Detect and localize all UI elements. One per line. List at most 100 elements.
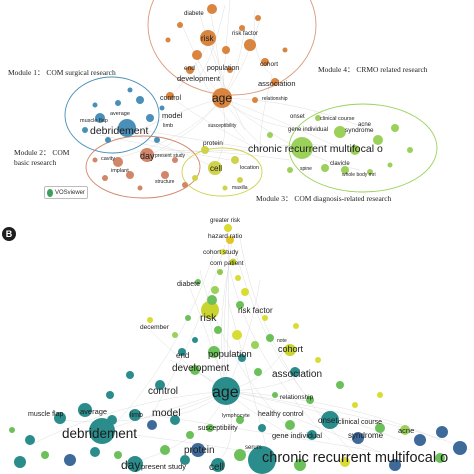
term-risk: risk — [201, 34, 214, 43]
node — [185, 315, 191, 321]
module-4-label: Module 4： CRMO related research — [318, 65, 428, 74]
node-chronic — [291, 137, 313, 159]
term-b-hazard-ratio: hazard ratio — [208, 233, 243, 240]
term-association: association — [258, 79, 296, 88]
node — [236, 416, 244, 424]
node-day-b — [127, 456, 143, 472]
node — [114, 451, 122, 459]
term-clavicle: clavicle — [330, 161, 350, 167]
term-b-cohort-study: cohort study — [203, 249, 239, 256]
node — [161, 171, 169, 179]
term-b-note: note — [277, 338, 287, 344]
node — [231, 156, 239, 164]
node — [373, 135, 383, 145]
term-cavity: cavity — [101, 156, 115, 162]
node — [352, 402, 358, 408]
module-1-outline — [64, 76, 160, 154]
term-model: model — [162, 111, 183, 120]
term-b-risk: risk — [200, 312, 217, 324]
term-b-healthy-control: healthy control — [258, 411, 304, 418]
node — [389, 459, 401, 471]
node — [155, 380, 165, 390]
node — [159, 105, 165, 111]
term-muscle-flap: muscle flap — [80, 118, 108, 124]
term-protein: protein — [203, 140, 223, 147]
node — [226, 236, 234, 244]
node — [234, 449, 246, 461]
term-b-cell: cell — [209, 462, 224, 473]
term-diabete: diabete — [184, 11, 204, 17]
term-relationship: relationship — [262, 96, 288, 102]
node — [340, 457, 350, 467]
node — [367, 169, 373, 175]
node — [192, 337, 198, 343]
node — [208, 346, 220, 358]
node — [307, 430, 317, 440]
panel-a-labels: diabete risk risk factor end population … — [80, 11, 383, 191]
module-1-label: Module 1： COM surgical research — [8, 68, 116, 77]
term-present-study: present study — [155, 153, 186, 159]
node — [377, 392, 383, 398]
term-b-acne: acne — [398, 426, 414, 435]
module-4-outline — [147, 0, 317, 96]
node — [207, 4, 217, 14]
node — [95, 113, 105, 123]
node — [214, 326, 222, 334]
term-b-population: population — [208, 349, 252, 360]
node — [255, 15, 261, 21]
term-b-susceptibility: susceptibility — [198, 425, 238, 432]
term-b-debridement: debridement — [62, 426, 137, 441]
term-population: population — [207, 65, 239, 72]
term-age: age — [212, 91, 232, 105]
node — [258, 424, 266, 432]
node — [321, 164, 329, 172]
node — [178, 348, 186, 356]
term-b-development: development — [172, 363, 229, 374]
node-protein-b — [191, 443, 205, 457]
module-crmo-outline — [288, 103, 438, 193]
node — [90, 447, 100, 457]
term-syndrome: syndrome — [345, 127, 374, 134]
term-b-diabete: diabete — [177, 281, 200, 288]
term-b-risk-factor: risk factor — [238, 306, 273, 315]
node — [254, 368, 262, 376]
node — [78, 403, 92, 417]
node — [64, 454, 76, 466]
module-3-outline — [181, 147, 263, 197]
module-3-label: Module 3： COM diagnosis-related research — [256, 194, 392, 203]
term-spine: spine — [300, 166, 312, 172]
node — [206, 424, 214, 432]
term-whole-body-mri: whole body mri — [342, 172, 376, 178]
node — [136, 96, 144, 104]
panel-b-edges — [29, 229, 471, 463]
node-cell — [208, 161, 222, 175]
node — [238, 354, 246, 362]
term-b-control: control — [148, 386, 178, 397]
term-gene-individual: gene individual — [288, 127, 328, 133]
term-susceptibility: susceptibility — [208, 123, 237, 129]
node — [224, 224, 232, 232]
term-average: average — [110, 111, 130, 117]
node — [294, 459, 306, 471]
node — [217, 269, 223, 275]
node-age — [212, 88, 232, 108]
term-b-onset: onset — [318, 416, 338, 425]
node-age-b — [212, 377, 240, 405]
node — [41, 451, 49, 459]
node — [414, 434, 426, 446]
node — [102, 175, 108, 181]
node — [177, 22, 183, 28]
node — [287, 167, 293, 173]
node-day — [140, 148, 154, 162]
node — [172, 157, 178, 163]
node — [106, 391, 114, 399]
node — [252, 97, 258, 103]
term-cohort: cohort — [260, 61, 278, 68]
node — [182, 182, 188, 188]
node — [232, 330, 242, 340]
term-b-age: age — [212, 384, 239, 401]
node — [154, 137, 160, 143]
term-b-syndrome: syndrome — [348, 431, 384, 440]
node — [222, 185, 228, 191]
